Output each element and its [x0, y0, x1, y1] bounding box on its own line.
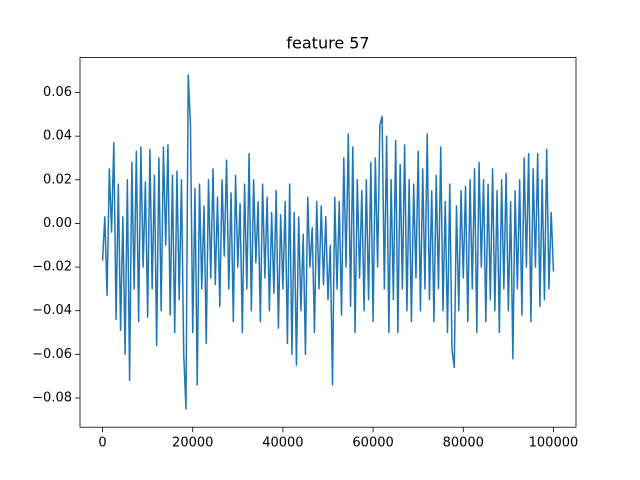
y-tick-label: 0.02	[43, 172, 72, 187]
y-tick-label: 0.06	[43, 85, 72, 100]
x-tick-label: 80000	[443, 436, 484, 451]
x-tick-label: 0	[98, 436, 106, 451]
plot-frame	[79, 57, 577, 428]
y-tick-label: −0.06	[32, 347, 72, 362]
x-tick-label: 20000	[172, 436, 213, 451]
data-line	[101, 74, 555, 410]
y-tick-label: 0.04	[43, 129, 72, 144]
x-tick-label: 60000	[352, 436, 393, 451]
x-tick-label: 40000	[262, 436, 303, 451]
y-tick-label: −0.08	[32, 390, 72, 405]
chart-title: feature 57	[286, 34, 369, 53]
y-tick-label: −0.04	[32, 303, 72, 318]
x-tick-label: 100000	[529, 436, 579, 451]
y-tick-label: 0.00	[43, 216, 72, 231]
y-tick-label: −0.02	[32, 260, 72, 275]
